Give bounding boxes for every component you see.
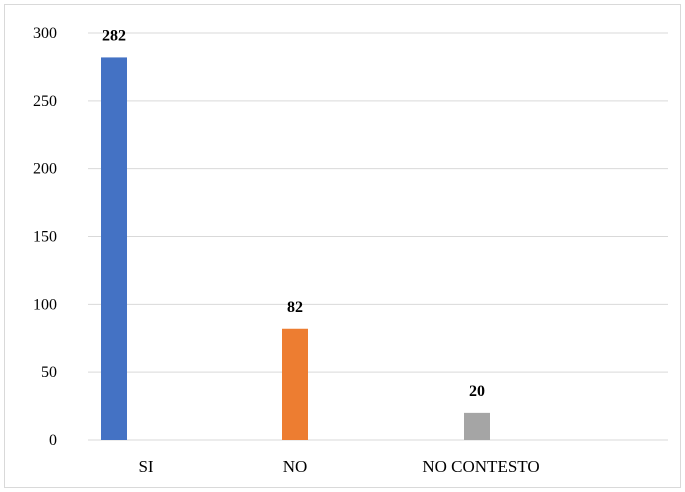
- bar-no: [282, 328, 308, 440]
- y-tick-label: 150: [33, 229, 57, 246]
- y-axis-tick-labels: 0 50 100 150 200 250 300: [33, 25, 57, 449]
- y-tick-label: 0: [49, 432, 57, 449]
- data-label-si: 282: [102, 27, 126, 44]
- category-label-no: NO: [283, 457, 308, 476]
- bars: [101, 57, 490, 441]
- y-tick-label: 300: [33, 25, 57, 42]
- y-tick-label: 250: [33, 93, 57, 110]
- x-axis-category-labels: SI NO NO CONTESTO: [138, 457, 539, 476]
- gridlines: [88, 32, 668, 441]
- y-tick-label: 50: [41, 364, 57, 381]
- y-tick-label: 100: [33, 296, 57, 313]
- bar-no-contesto: [464, 412, 490, 440]
- bar-si: [101, 57, 127, 441]
- category-label-si: SI: [138, 457, 153, 476]
- y-tick-label: 200: [33, 161, 57, 178]
- data-label-no-contesto: 20: [469, 383, 485, 400]
- data-label-no: 82: [287, 299, 303, 316]
- data-labels: 282 82 20: [102, 27, 485, 399]
- category-label-no-contesto: NO CONTESTO: [422, 457, 539, 476]
